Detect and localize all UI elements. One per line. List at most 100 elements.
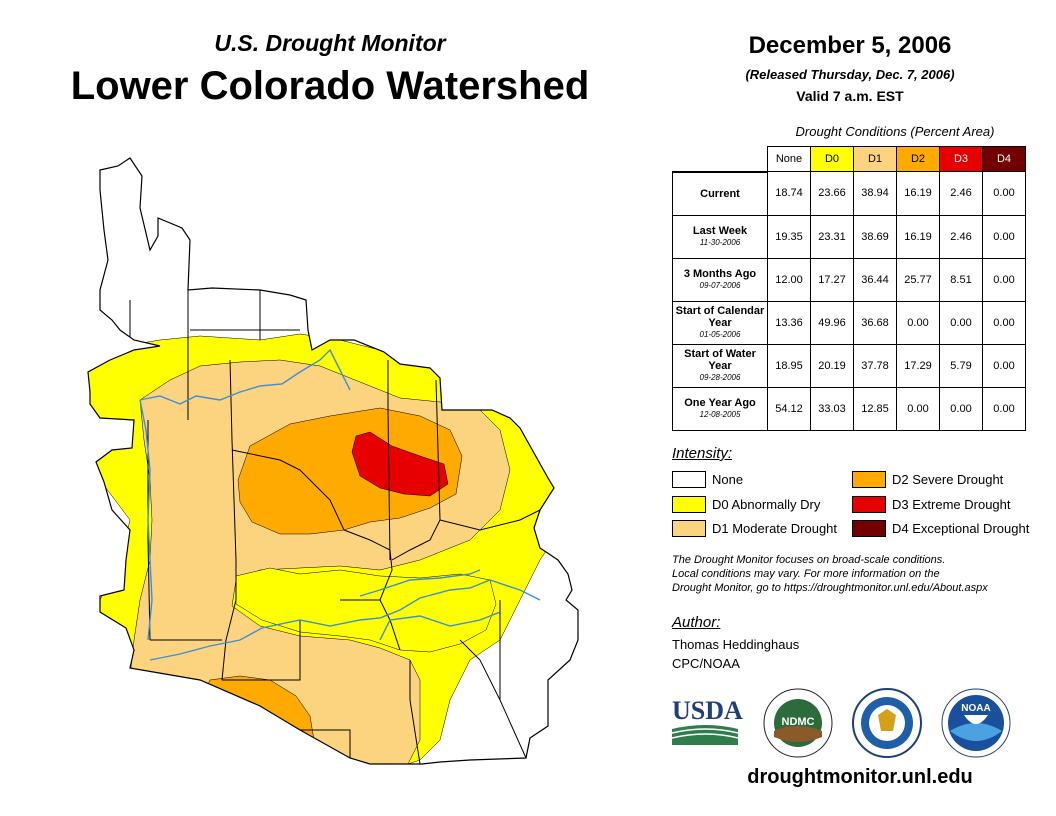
cell-d1: 36.68	[853, 300, 897, 345]
row-date: 09-07-2006	[699, 280, 741, 290]
table-caption: Drought Conditions (Percent Area)	[795, 124, 995, 139]
legend-item-d3: D3 Extreme Drought	[852, 495, 1011, 513]
author-org: CPC/NOAA	[672, 656, 740, 671]
row-date: 01-05-2006	[699, 329, 741, 339]
cell-d0: 49.96	[810, 300, 854, 345]
row-label: Current	[672, 171, 768, 216]
cell-d3: 0.00	[939, 300, 983, 345]
cell-d3: 0.00	[939, 386, 983, 431]
cell-none: 13.36	[767, 300, 811, 345]
legend-label: None	[712, 471, 744, 487]
map-date: December 5, 2006	[748, 32, 952, 59]
cell-none: 12.00	[767, 257, 811, 302]
cell-d2: 16.19	[896, 214, 940, 259]
cell-d4: 0.00	[982, 214, 1026, 259]
note-line: Drought Monitor, go to https://droughtmo…	[672, 582, 988, 594]
cell-d2: 0.00	[896, 300, 940, 345]
cell-d0: 17.27	[810, 257, 854, 302]
row-label: Start of Calendar Year 01-05-2006	[672, 300, 768, 345]
note-line: Local conditions may vary. For more info…	[672, 568, 940, 580]
cell-d4: 0.00	[982, 171, 1026, 216]
row-date: 12-08-2005	[699, 409, 741, 419]
usda-logo-text: USDA	[672, 696, 743, 725]
author-name: Thomas Heddinghaus	[672, 637, 800, 652]
cell-d0: 23.31	[810, 214, 854, 259]
legend-item-d1: D1 Moderate Drought	[672, 519, 837, 537]
cell-d1: 36.44	[853, 257, 897, 302]
cell-none: 18.95	[767, 343, 811, 388]
cell-d4: 0.00	[982, 343, 1026, 388]
cell-d2: 0.00	[896, 386, 940, 431]
disclaimer-note: The Drought Monitor focuses on broad-sca…	[672, 553, 1052, 595]
col-header-d1: D1	[853, 146, 897, 172]
map-title: Lower Colorado Watershed	[70, 64, 590, 108]
usda-logo: USDA	[671, 696, 743, 745]
little-colorado-river	[359, 569, 481, 597]
table-row: Current 18.74 23.66 38.94 16.19 2.46 0.0…	[672, 171, 1026, 216]
commerce-seal	[852, 688, 922, 758]
legend-swatch	[852, 470, 886, 488]
legend-swatch	[672, 470, 706, 488]
cell-d4: 0.00	[982, 386, 1026, 431]
table-row: Start of Calendar Year 01-05-2006 13.36 4…	[672, 300, 1026, 345]
legend-swatch	[852, 495, 886, 513]
map-area-d2	[237, 407, 463, 535]
release-date: (Released Thursday, Dec. 7, 2006)	[745, 67, 955, 82]
drought-map	[87, 157, 579, 765]
valid-time: Valid 7 a.m. EST	[796, 88, 904, 104]
ndmc-logo: NDMC	[763, 688, 833, 758]
table-corner	[672, 146, 768, 173]
legend-swatch	[852, 519, 886, 537]
cell-d1: 38.69	[853, 214, 897, 259]
table-row: 3 Months Ago 09-07-2006 12.00 17.27 36.44…	[672, 257, 1026, 302]
col-header-d4: D4	[982, 146, 1026, 172]
row-label: One Year Ago 12-08-2005	[672, 386, 768, 431]
cell-d3: 2.46	[939, 171, 983, 216]
cell-none: 54.12	[767, 386, 811, 431]
agency-logos: USDA NDMC NOAA	[671, 688, 1011, 758]
cell-d3: 5.79	[939, 343, 983, 388]
watershed-boundary	[87, 157, 579, 765]
author-title: Author:	[672, 614, 721, 631]
cell-d1: 37.78	[853, 343, 897, 388]
website-url[interactable]: droughtmonitor.unl.edu	[747, 766, 973, 788]
cell-d0: 33.03	[810, 386, 854, 431]
table-row: Start of Water Year 09-28-2006 18.95 20.1…	[672, 343, 1026, 388]
cell-d1: 38.94	[853, 171, 897, 216]
cell-d4: 0.00	[982, 257, 1026, 302]
gila-river	[149, 579, 541, 661]
cell-d4: 0.00	[982, 300, 1026, 345]
legend-item-d4: D4 Exceptional Drought	[852, 519, 1029, 537]
note-line: The Drought Monitor focuses on broad-sca…	[672, 554, 946, 566]
cell-d2: 25.77	[896, 257, 940, 302]
cell-d0: 20.19	[810, 343, 854, 388]
table-row: One Year Ago 12-08-2005 54.12 33.03 12.85…	[672, 386, 1026, 431]
colorado-river	[139, 348, 351, 405]
ndmc-logo-text: NDMC	[782, 716, 815, 728]
legend-swatch	[672, 495, 706, 513]
noaa-logo-text: NOAA	[961, 703, 990, 714]
legend-label: D1 Moderate Drought	[712, 520, 838, 536]
cell-d3: 8.51	[939, 257, 983, 302]
cell-none: 19.35	[767, 214, 811, 259]
cell-d2: 16.19	[896, 171, 940, 216]
map-subtitle: U.S. Drought Monitor	[214, 30, 446, 56]
noaa-logo: NOAA	[941, 688, 1011, 758]
row-date: 11-30-2006	[699, 237, 741, 247]
row-date: 09-28-2006	[699, 372, 741, 382]
col-header-d0: D0	[810, 146, 854, 172]
colorado-river-lower	[139, 399, 153, 641]
salt-river	[379, 611, 501, 641]
row-label: Last Week 11-30-2006	[672, 214, 768, 259]
table-row: Last Week 11-30-2006 19.35 23.31 38.69 16…	[672, 214, 1026, 259]
cell-none: 18.74	[767, 171, 811, 216]
legend-item-d0: D0 Abnormally Dry	[672, 495, 820, 513]
cell-d2: 17.29	[896, 343, 940, 388]
col-header-d3: D3	[939, 146, 983, 172]
col-header-none: None	[767, 146, 811, 172]
row-label: 3 Months Ago 09-07-2006	[672, 257, 768, 302]
col-header-d2: D2	[896, 146, 940, 172]
drought-conditions-table: None D0 D1 D2 D3 D4 Current 18.74 23.66 …	[672, 146, 1026, 431]
legend-swatch	[672, 519, 706, 537]
legend-item-none: None	[672, 470, 743, 488]
